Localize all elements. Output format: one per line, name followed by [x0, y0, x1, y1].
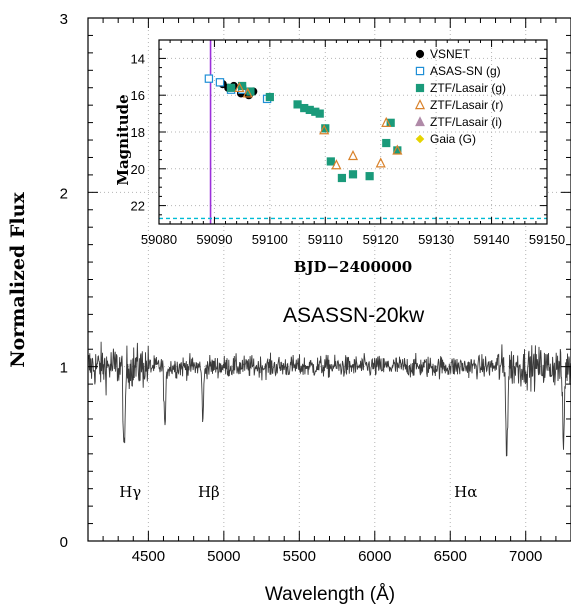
main-y-tick-labels: 0 1 2 3	[60, 11, 68, 551]
inset-x-axis-title: BJD−2400000	[294, 258, 412, 276]
x-tick-label: 7000	[509, 548, 542, 565]
y-tick-label: 1	[60, 360, 68, 377]
x-tick-label: 5500	[283, 548, 316, 565]
data-point	[315, 109, 324, 118]
inset-y-tick-label: 14	[131, 51, 145, 66]
inset-x-tick-label: 59080	[141, 232, 177, 247]
legend-marker	[415, 83, 425, 93]
y-tick-label: 0	[60, 534, 68, 551]
legend-marker	[415, 66, 425, 76]
x-tick-label: 6000	[358, 548, 391, 565]
data-point	[226, 83, 236, 92]
data-point	[381, 116, 392, 128]
data-point	[392, 144, 403, 155]
inset-x-tick-label: 59140	[473, 232, 509, 247]
spectrum-line	[87, 341, 571, 457]
inset-x-tick-label: 59150	[529, 232, 565, 247]
legend-label: Gaia (G)	[430, 132, 476, 146]
data-point	[331, 159, 342, 170]
x-tick-label: 6500	[434, 548, 467, 565]
inset-x-tick-label: 59120	[363, 232, 399, 247]
data-point	[348, 170, 358, 179]
x-tick-label: 4500	[132, 548, 165, 565]
data-point	[326, 157, 335, 166]
x-axis-title: Wavelength (Å)	[265, 584, 395, 605]
inset-reference-lines	[159, 40, 547, 224]
y-tick-label: 3	[60, 11, 68, 28]
inset-y-tick-label: 22	[131, 199, 145, 214]
inset-legend: VSNET ASAS-SN (g) ZTF/Lasair (g) ZTF/Lasair…	[414, 47, 506, 146]
object-annotation: ASASSN-20kw	[283, 304, 425, 327]
main-ticks	[87, 17, 571, 542]
data-point	[204, 74, 214, 83]
inset-y-tick-label: 16	[131, 88, 145, 103]
y-axis-title: Normalized Flux	[7, 192, 29, 368]
main-x-tick-labels: 4500 5000 5500 6000 6500 7000	[132, 548, 543, 565]
data-point	[382, 138, 391, 148]
data-point	[337, 173, 347, 183]
legend-label: VSNET	[430, 47, 471, 61]
legend-marker	[415, 116, 425, 127]
inset-x-tick-labels: 59080 59090 59100 59110 59120 59130 59140 59150	[141, 232, 565, 247]
data-point	[293, 100, 302, 109]
legend-label: ZTF/Lasair (i)	[430, 115, 502, 129]
inset-y-tick-label: 18	[131, 125, 145, 140]
legend-label: ASAS-SN (g)	[430, 64, 501, 78]
data-point	[215, 78, 225, 87]
data-point	[234, 81, 245, 93]
inset-x-tick-label: 59130	[418, 232, 454, 247]
data-point	[265, 92, 274, 102]
inset-points	[204, 74, 403, 183]
inset-y-tick-labels: 14 16 18 20 22	[131, 51, 145, 213]
inset-x-tick-label: 59100	[252, 232, 288, 247]
data-point	[319, 124, 330, 135]
y-tick-label: 2	[60, 185, 68, 202]
line-labels: Hγ Hβ Hα	[119, 483, 477, 501]
line-label: Hβ	[198, 483, 220, 501]
legend-marker	[415, 49, 425, 59]
spectrum-series	[87, 341, 571, 457]
inset-x-tick-label: 59090	[196, 232, 232, 247]
line-label: Hγ	[119, 483, 141, 501]
legend-label: ZTF/Lasair (g)	[430, 81, 506, 95]
data-point	[347, 149, 359, 161]
data-point	[375, 157, 386, 168]
inset-ticks	[158, 39, 548, 225]
inset-y-axis-title: Magnitude	[114, 94, 132, 185]
inset-y-tick-label: 20	[131, 162, 145, 177]
line-label: Hα	[454, 483, 477, 501]
legend-marker	[414, 99, 426, 110]
data-point	[242, 87, 253, 98]
inset-x-tick-label: 59110	[308, 232, 343, 247]
legend-marker	[415, 134, 425, 144]
x-tick-label: 5000	[207, 548, 240, 565]
data-point	[365, 172, 374, 181]
legend-label: ZTF/Lasair (r)	[430, 98, 503, 112]
